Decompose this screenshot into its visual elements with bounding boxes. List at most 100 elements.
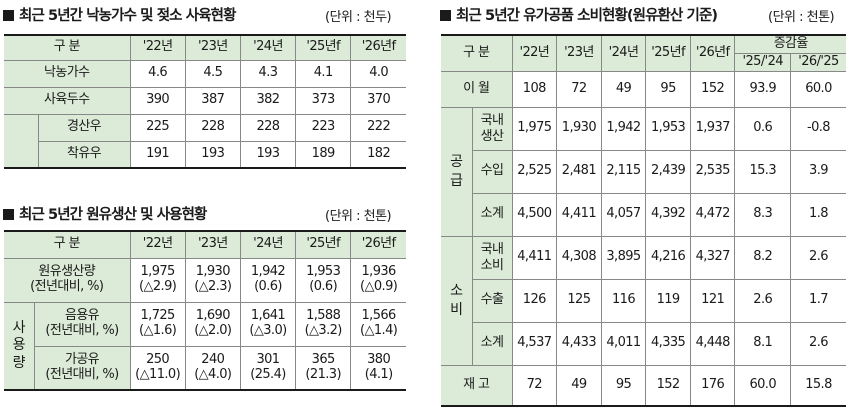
row-label: 수출	[471, 278, 513, 323]
data-cell: 3,895	[600, 235, 647, 280]
data-cell: 4,411	[556, 192, 602, 237]
data-cell: 72	[556, 70, 602, 108]
row-label: 국내소비	[471, 235, 513, 280]
change-subheader: '26/'25	[789, 52, 846, 72]
header-cell: 구 분	[441, 34, 513, 72]
data-cell: 1,725 (△1.6)	[129, 301, 186, 347]
data-cell: 182	[350, 140, 406, 169]
livestock-header-row: 구 분 '22년 '23년 '24년 '25년f '26년f	[4, 34, 406, 61]
header-cell: 구 분	[4, 34, 131, 61]
data-cell: 370	[350, 86, 406, 115]
table-row: 착유우 191 193 193 189 182	[4, 140, 406, 169]
data-cell: -0.8	[789, 106, 846, 151]
data-cell: 4.6	[129, 59, 186, 88]
data-cell: 365 (21.3)	[295, 345, 352, 391]
row-label: 원유생산량 (전년대비, %)	[4, 257, 131, 303]
data-cell: 228	[184, 113, 241, 142]
dairy-unit: (단위 : 천톤)	[768, 10, 835, 25]
data-cell: 1,975	[511, 106, 558, 151]
square-bullet-icon	[440, 10, 451, 21]
data-cell: 4,011	[600, 321, 647, 366]
table-row: 이 월 108 72 49 95 152 93.9 60.0	[441, 70, 846, 108]
table-row: 사용량 음용유 (전년대비, %) 1,725 (△1.6) 1,690 (△2.0)…	[4, 301, 406, 391]
header-cell: '24년	[239, 230, 297, 259]
data-cell: 152	[689, 70, 736, 108]
header-cell: '24년	[600, 34, 647, 72]
table-row: 소계 4,537 4,433 4,011 4,335 4,448 8.1 2.6	[441, 321, 846, 366]
data-cell: 390	[129, 86, 186, 115]
header-cell: '22년	[129, 230, 186, 259]
data-cell: 4,335	[645, 321, 691, 366]
data-cell: 119	[645, 278, 691, 323]
data-cell: 4.3	[239, 59, 297, 88]
data-cell: 1,975 (△2.9)	[129, 257, 186, 303]
data-cell: 4.1	[295, 59, 352, 88]
header-cell: '22년	[129, 34, 186, 61]
data-cell: 95	[600, 364, 647, 407]
header-cell: '25년f	[295, 34, 352, 61]
dairy-header-row: 구 분 '22년 '23년 '24년 '25년f '26년f 증감율	[441, 34, 846, 72]
data-cell: 4,216	[645, 235, 691, 280]
supply-group-label: 공급	[441, 106, 473, 237]
row-label: 음용유 (전년대비, %)	[33, 301, 131, 347]
table-row: 수출 126 125 116 119 121 2.6 1.7	[441, 278, 846, 323]
data-cell: 2,439	[645, 149, 691, 194]
data-cell: 4,500	[511, 192, 558, 237]
dairy-title: 최근 5년간 유가공품 소비현황(원유환산 기준)	[440, 4, 718, 25]
data-cell: 152	[645, 364, 691, 407]
table-row: 소비 국내소비 4,411 4,308 3,895 4,216 4,327 8.…	[441, 235, 846, 366]
data-cell: 387	[184, 86, 241, 115]
data-cell: 1,942 (0.6)	[239, 257, 297, 303]
data-cell: 1,930 (△2.3)	[184, 257, 241, 303]
consumption-group-label: 소비	[441, 235, 473, 366]
data-cell: 2,535	[689, 149, 736, 194]
data-cell: 95	[645, 70, 691, 108]
change-subheader: '25/'24	[734, 52, 791, 72]
livestock-title: 최근 5년간 낙농가수 및 젖소 사육현황	[3, 4, 236, 25]
table-row: 경산우 225 228 228 223 222	[4, 113, 406, 142]
row-label: 경산우	[37, 113, 131, 142]
row-label: 낙농가수	[4, 59, 131, 88]
header-cell: '26년f	[350, 34, 406, 61]
data-cell: 380 (4.1)	[350, 345, 406, 391]
header-cell: '24년	[239, 34, 297, 61]
data-cell: 8.1	[734, 321, 791, 366]
data-cell: 126	[511, 278, 558, 323]
data-cell: 240 (△4.0)	[184, 345, 241, 391]
row-label: 수입	[471, 149, 513, 194]
rawmilk-header-row: 구 분 '22년 '23년 '24년 '25년f '26년f	[4, 230, 406, 259]
square-bullet-icon	[3, 10, 14, 21]
data-cell: 1,566 (△1.4)	[350, 301, 406, 347]
header-cell: 구 분	[4, 230, 131, 259]
data-cell: 301 (25.4)	[239, 345, 297, 391]
data-cell: 1,953 (0.6)	[295, 257, 352, 303]
dairy-subheader-row: '25/'24 '26/'25	[441, 52, 846, 72]
header-cell: '25년f	[645, 34, 691, 72]
indent-cell	[4, 113, 39, 141]
data-cell: 4,537	[511, 321, 558, 366]
data-cell: 4,411	[511, 235, 558, 280]
row-label: 국내생산	[471, 106, 513, 151]
data-cell: 1,936 (△0.9)	[350, 257, 406, 303]
data-cell: 2,525	[511, 149, 558, 194]
data-cell: 15.3	[734, 149, 791, 194]
data-cell: 2,481	[556, 149, 602, 194]
row-label: 사육두수	[4, 86, 131, 115]
table-row: 가공유 (전년대비, %) 250 (△11.0) 240 (△4.0) 301 (25…	[4, 345, 406, 391]
data-cell: 93.9	[734, 70, 791, 108]
row-label: 소계	[471, 321, 513, 366]
data-cell: 2.6	[789, 321, 846, 366]
data-cell: 1.8	[789, 192, 846, 237]
dairy-table: 구 분 '22년 '23년 '24년 '25년f '26년f 증감율 '25/'…	[441, 34, 846, 407]
row-label: 착유우	[37, 140, 131, 169]
data-cell: 4,327	[689, 235, 736, 280]
header-cell: '26년f	[689, 34, 736, 72]
rawmilk-title: 최근 5년간 원유생산 및 사용현황	[3, 203, 207, 224]
table-row: 사육두수 390 387 382 373 370	[4, 86, 406, 115]
table-row: 소계 4,500 4,411 4,057 4,392 4,472 8.3 1.8	[441, 192, 846, 237]
square-bullet-icon	[3, 209, 14, 220]
data-cell: 49	[556, 364, 602, 407]
data-cell: 225	[129, 113, 186, 142]
data-cell: 1,930	[556, 106, 602, 151]
livestock-unit: (단위 : 천두)	[325, 10, 392, 25]
